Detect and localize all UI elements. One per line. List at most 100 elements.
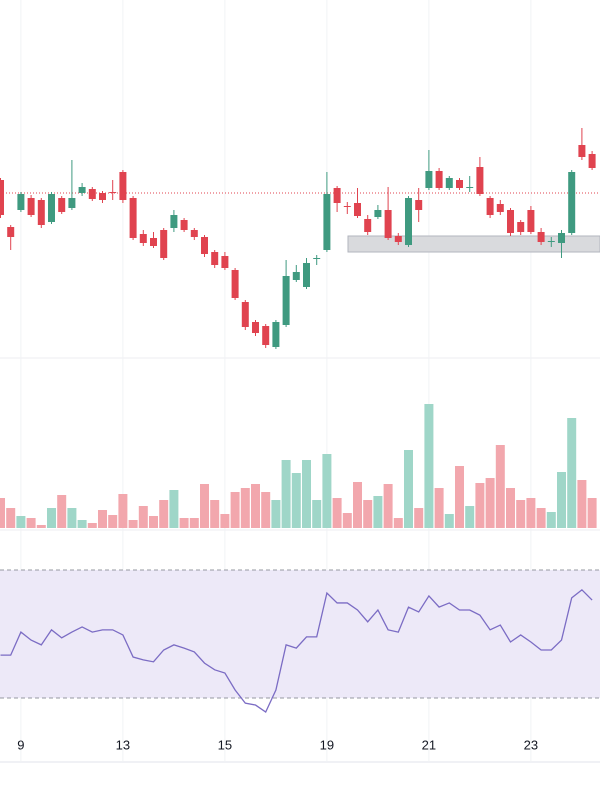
candle-body [190,230,198,237]
x-tick-label: 23 [524,737,538,752]
volume-bar [26,518,36,528]
volume-bar [485,478,495,528]
candle-body [333,188,341,203]
rsi-line [0,588,593,714]
candle-body [48,194,55,222]
candle-body [241,302,249,327]
plot: 9 13 15 19 21 23 [0,128,600,752]
volume-bar [424,404,434,528]
volume-bar [465,506,475,528]
candle-body [150,238,157,246]
candle-body [323,194,331,250]
volume-bar [536,508,546,528]
volume-bar [393,518,403,528]
candle-body [445,178,453,188]
candle-body [578,145,586,157]
volume-bar [383,484,393,528]
volume-bar [495,445,505,528]
x-tick-label: 15 [218,737,232,752]
volume-bar [546,512,556,528]
volume-bar [47,508,56,528]
volume-bar [6,508,16,528]
candle-body [201,237,208,254]
candle-body [119,172,127,200]
candle-body [221,256,229,268]
candle-body [486,198,494,215]
candle-body [435,171,443,188]
candle-body [78,187,86,193]
candle-body [303,263,310,287]
volume-bar [108,515,118,528]
candle-body [252,322,259,333]
candle-body [558,233,565,243]
candle-body [37,200,45,225]
candle-body [313,258,321,259]
candle-body [384,210,392,238]
volume-bar [87,523,97,528]
rsi-band [0,570,600,698]
candle-body [507,210,514,233]
candle-body [405,198,412,245]
volume-bar [434,488,444,528]
candle-body [456,180,463,188]
candle-body [588,154,596,168]
candle-body [415,200,423,210]
candle-body [272,322,280,347]
volume-bar [557,472,566,528]
candle-body [211,252,219,265]
volume-bar [526,498,536,528]
volume-bar [67,508,77,528]
volume-bar [506,488,515,528]
volume-bar [577,480,587,528]
candle-body [527,210,535,232]
x-tick-label: 21 [422,737,436,752]
candle-body [466,187,474,188]
x-tick-label: 9 [17,737,24,752]
volume-bar [302,460,311,528]
volume-bar [138,506,148,528]
volume-bar [169,490,179,528]
volume-bar [516,500,526,528]
candle-body [517,222,525,232]
candle-body [180,220,188,230]
candle-body [354,203,361,216]
volume-bar [567,418,577,528]
volume-bar [291,473,301,528]
candle-body [262,326,270,345]
volume-bar [149,516,158,528]
volume-bar [179,518,189,528]
candle-body [7,227,15,237]
volume-bar [159,500,169,528]
volume-bar [36,525,46,528]
candle-body [476,167,484,194]
volume-bar [342,513,352,528]
x-tick-label: 13 [116,737,130,752]
volume-bar [230,492,240,528]
volume-bar [281,460,291,528]
volume-bar [0,498,5,528]
x-tick-label: 19 [320,737,334,752]
candle-body [129,198,137,238]
volume-bar [118,494,128,528]
volume-bar [332,498,342,528]
volume-bar [200,484,209,528]
candle-body [568,172,576,233]
candle-body [139,234,147,243]
candle-body [58,198,66,212]
volume-bar [261,492,271,528]
candle-body [160,230,168,258]
volume-bar [128,520,138,528]
volume-bar [57,495,67,528]
candle-body [109,192,117,193]
volume-bar [220,514,230,528]
volume-bar [373,496,383,528]
volume-bar [322,454,332,528]
candle-body [282,276,290,325]
volume-bar [16,516,26,528]
volume-bar [98,510,107,528]
volume-bar [189,518,199,528]
candle-body [364,219,372,232]
candle-body [27,198,35,215]
volume-bar [271,500,281,528]
